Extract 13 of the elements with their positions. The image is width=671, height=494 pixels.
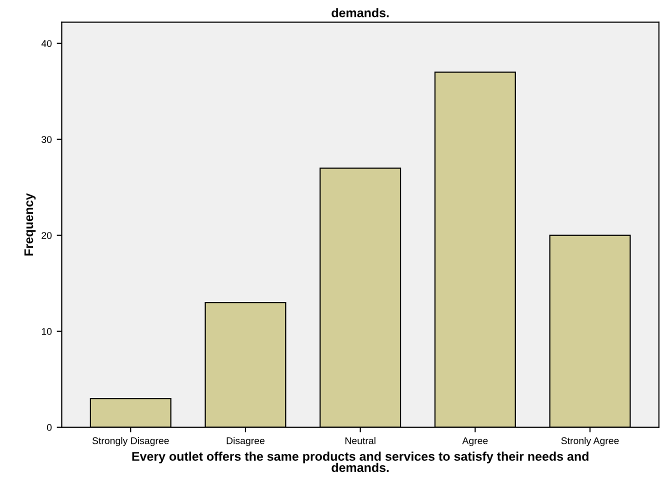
y-tick-label: 40 [41,40,52,47]
x-axis-title: Every outlet offers the same products and services to satisfy their needs and demands. [132,452,588,472]
y-tick-label: 10 [42,328,52,335]
x-tick-label: Neutral [345,437,376,444]
y-tick-label: 30 [42,136,52,143]
x-tick-label: Stronly Agree [561,437,619,446]
chart-title: demands. [332,8,389,18]
x-tick-label: Agree [462,437,488,446]
x-tick-label: Strongly Disagree [92,437,169,446]
y-axis-title: Frequency [24,193,36,256]
y-tick-label: 0 [46,424,52,431]
y-tick-label: 20 [42,232,52,239]
x-tick-label: Disagree [226,437,265,446]
